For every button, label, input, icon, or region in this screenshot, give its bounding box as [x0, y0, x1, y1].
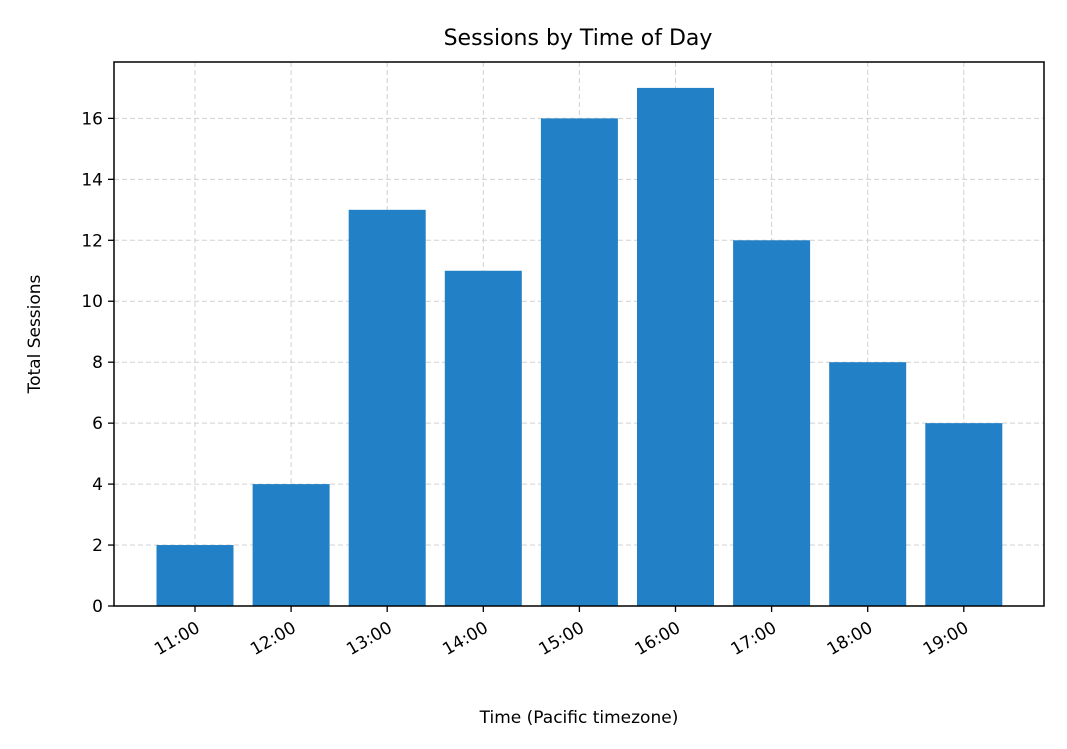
y-tick-label: 6 [92, 414, 103, 434]
x-axis-label: Time (Pacific timezone) [479, 708, 679, 728]
bar-1400 [444, 270, 522, 606]
y-tick-label: 16 [81, 109, 103, 129]
bar-1500 [540, 118, 618, 606]
y-tick-label: 0 [92, 597, 103, 617]
x-tick-label: 12:00 [247, 618, 299, 660]
bar-1700 [733, 240, 811, 607]
x-tick-label: 14:00 [439, 618, 491, 660]
y-tick-label: 14 [81, 170, 103, 190]
x-tick-label: 18:00 [824, 618, 876, 660]
bar-1900 [925, 423, 1003, 606]
y-tick-label: 8 [92, 353, 103, 373]
y-axis-label: Total Sessions [25, 274, 45, 394]
bar-1100 [156, 545, 234, 606]
x-axis-ticks: 11:00 12:00 13:00 14:00 15:00 16:00 17:00 18:00… [151, 606, 972, 660]
y-tick-label: 4 [92, 475, 103, 495]
y-tick-label: 2 [92, 536, 103, 556]
chart-title: Sessions by Time of Day [444, 26, 713, 51]
x-tick-label: 13:00 [343, 618, 395, 660]
y-axis-ticks: 0 2 4 6 8 10 12 14 16 [81, 109, 114, 617]
bar-1800 [829, 362, 907, 606]
y-tick-label: 10 [81, 292, 103, 312]
x-tick-label: 17:00 [728, 618, 780, 660]
x-tick-label: 16:00 [632, 618, 684, 660]
bar-1300 [348, 209, 426, 607]
bar-1600 [637, 87, 714, 606]
x-tick-label: 19:00 [920, 618, 972, 660]
x-tick-label: 11:00 [151, 618, 203, 660]
bars [156, 87, 1003, 607]
y-tick-label: 12 [81, 231, 103, 251]
bar-1200 [252, 484, 330, 606]
x-tick-label: 15:00 [535, 618, 587, 660]
